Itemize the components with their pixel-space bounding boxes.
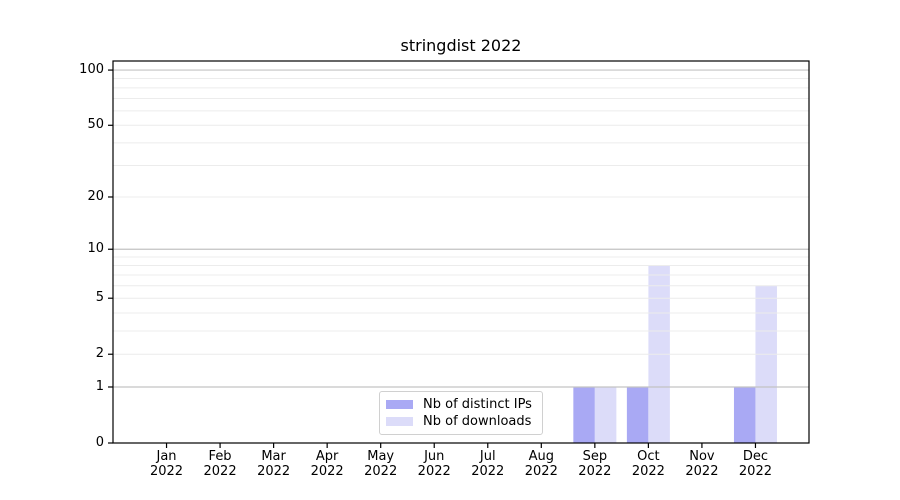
x-tick-label-sep: Sep 2022 bbox=[563, 449, 627, 479]
year-label: 2022 bbox=[149, 464, 184, 479]
y-tick-label-0: 0 bbox=[95, 435, 104, 450]
month-label: Jun bbox=[424, 449, 445, 464]
year-label: 2022 bbox=[685, 464, 719, 479]
y-tick-label-1: 1 bbox=[95, 378, 104, 394]
year-label: 2022 bbox=[203, 464, 237, 479]
month-label: May bbox=[367, 449, 395, 464]
legend-swatch-downloads bbox=[386, 417, 413, 426]
x-tick-label-apr: Apr 2022 bbox=[295, 449, 359, 479]
x-tick-label-may: May 2022 bbox=[349, 449, 413, 479]
x-tick-label-mar: Mar 2022 bbox=[242, 449, 306, 479]
year-label: 2022 bbox=[257, 464, 291, 479]
x-tick-label-dec: Dec 2022 bbox=[723, 449, 787, 479]
bar-nb-of-distinct-ips-sep bbox=[573, 386, 595, 443]
bar-nb-of-distinct-ips-oct bbox=[626, 386, 649, 443]
y-tick-label-5: 5 bbox=[95, 290, 104, 306]
y-tick-label-50: 50 bbox=[87, 117, 104, 133]
x-tick-label-aug: Aug 2022 bbox=[509, 449, 573, 479]
y-tick-label-100: 100 bbox=[79, 62, 104, 78]
year-label: 2022 bbox=[738, 464, 772, 479]
legend-label-downloads: Nb of downloads bbox=[423, 414, 532, 429]
legend: Nb of distinct IPs Nb of downloads bbox=[379, 391, 543, 435]
chart-title: stringdist 2022 bbox=[400, 36, 522, 55]
plot-border bbox=[112, 60, 810, 444]
year-label: 2022 bbox=[578, 464, 612, 479]
x-tick-label-jan: Jan 2022 bbox=[135, 449, 199, 479]
x-tick-label-nov: Nov 2022 bbox=[670, 449, 734, 479]
x-tick-label-oct: Oct 2022 bbox=[616, 449, 680, 479]
year-label: 2022 bbox=[524, 464, 558, 479]
year-label: 2022 bbox=[471, 464, 505, 479]
legend-item-downloads: Nb of downloads bbox=[386, 413, 534, 430]
legend-label-distinct-ips: Nb of distinct IPs bbox=[423, 397, 532, 412]
legend-swatch-distinct-ips bbox=[386, 400, 413, 409]
month-label: Oct bbox=[637, 449, 660, 464]
month-label: Apr bbox=[315, 449, 339, 464]
y-tick-label-20: 20 bbox=[87, 188, 104, 204]
month-label: Sep bbox=[582, 449, 608, 464]
month-label: Jan bbox=[156, 449, 177, 464]
legend-item-distinct-ips: Nb of distinct IPs bbox=[386, 396, 534, 413]
month-label: Mar bbox=[261, 449, 286, 464]
bar-nb-of-downloads-sep bbox=[594, 386, 617, 443]
month-label: Aug bbox=[528, 449, 554, 464]
year-label: 2022 bbox=[310, 464, 344, 479]
x-tick-label-feb: Feb 2022 bbox=[188, 449, 252, 479]
year-label: 2022 bbox=[364, 464, 398, 479]
month-label: Jul bbox=[479, 449, 496, 464]
month-label: Dec bbox=[742, 449, 769, 464]
month-label: Feb bbox=[208, 449, 232, 464]
y-tick-label-10: 10 bbox=[87, 241, 104, 257]
x-tick-label-jul: Jul 2022 bbox=[456, 449, 520, 479]
year-label: 2022 bbox=[417, 464, 451, 479]
bar-nb-of-downloads-dec bbox=[755, 285, 777, 443]
y-tick-label-2: 2 bbox=[95, 346, 104, 362]
x-tick-label-jun: Jun 2022 bbox=[402, 449, 466, 479]
year-label: 2022 bbox=[631, 464, 665, 479]
bar-nb-of-distinct-ips-dec bbox=[733, 386, 756, 443]
month-label: Nov bbox=[689, 449, 715, 464]
